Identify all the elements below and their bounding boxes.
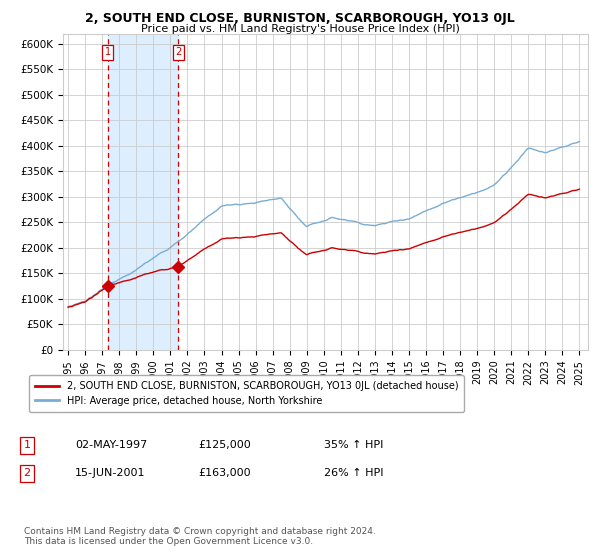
Text: 2, SOUTH END CLOSE, BURNISTON, SCARBOROUGH, YO13 0JL: 2, SOUTH END CLOSE, BURNISTON, SCARBOROU… [85, 12, 515, 25]
Text: 1: 1 [105, 48, 111, 58]
Text: £125,000: £125,000 [198, 440, 251, 450]
Text: 26% ↑ HPI: 26% ↑ HPI [324, 468, 383, 478]
Text: Contains HM Land Registry data © Crown copyright and database right 2024.
This d: Contains HM Land Registry data © Crown c… [24, 526, 376, 546]
Text: 15-JUN-2001: 15-JUN-2001 [75, 468, 146, 478]
Text: 02-MAY-1997: 02-MAY-1997 [75, 440, 147, 450]
Text: Price paid vs. HM Land Registry's House Price Index (HPI): Price paid vs. HM Land Registry's House … [140, 24, 460, 34]
Text: 1: 1 [23, 440, 31, 450]
Legend: 2, SOUTH END CLOSE, BURNISTON, SCARBOROUGH, YO13 0JL (detached house), HPI: Aver: 2, SOUTH END CLOSE, BURNISTON, SCARBOROU… [29, 375, 464, 412]
Text: 35% ↑ HPI: 35% ↑ HPI [324, 440, 383, 450]
Text: 2: 2 [175, 48, 181, 58]
Text: £163,000: £163,000 [198, 468, 251, 478]
Text: 2: 2 [23, 468, 31, 478]
Bar [108, 34, 178, 350]
